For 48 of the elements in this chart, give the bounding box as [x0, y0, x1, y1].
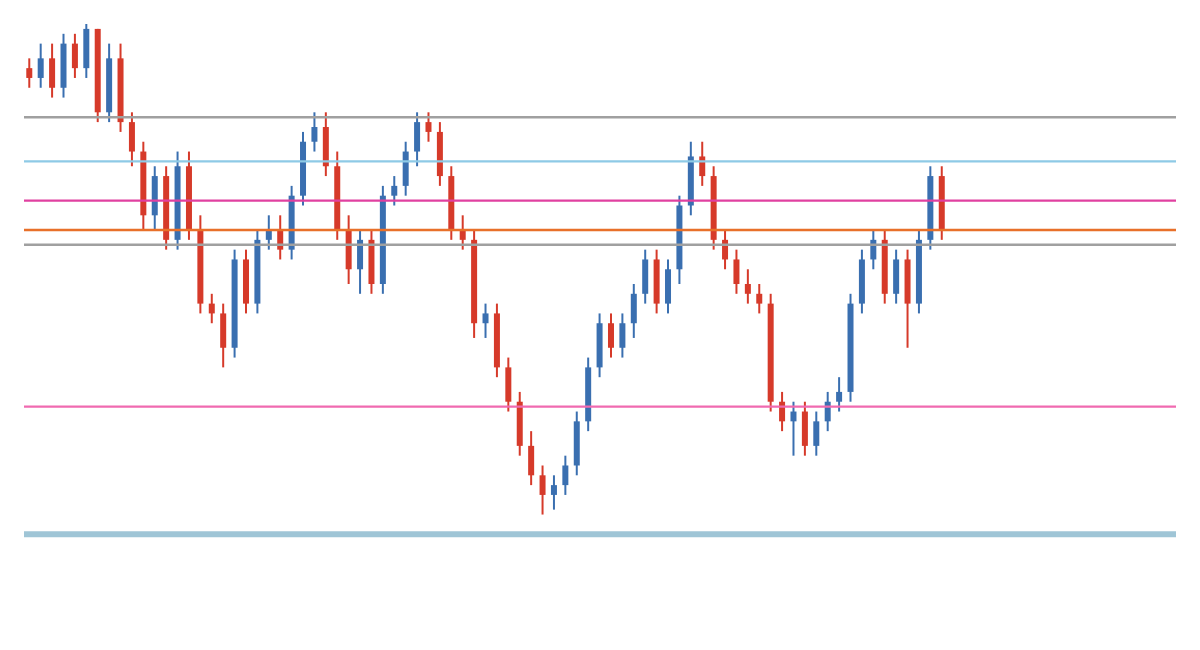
candlestick — [596, 312, 603, 379]
candlestick — [83, 24, 90, 79]
candlestick — [893, 248, 900, 305]
candlestick — [425, 111, 432, 143]
candlestick — [220, 302, 227, 369]
candlestick — [71, 32, 78, 79]
candlestick — [528, 430, 535, 487]
candlestick — [904, 248, 911, 349]
candlestick — [756, 282, 763, 315]
candlestick — [311, 111, 318, 153]
candlestick — [665, 258, 672, 315]
candlestick — [482, 302, 489, 339]
candlestick — [744, 268, 751, 305]
candlestick — [60, 32, 67, 99]
candlestick — [151, 165, 158, 232]
candlestick — [790, 400, 797, 457]
candlestick — [801, 400, 808, 457]
candlestick — [37, 42, 44, 89]
candlestick — [414, 111, 421, 168]
candlestick — [550, 474, 557, 511]
candlestick — [653, 248, 660, 315]
candlestick — [436, 121, 443, 187]
candlestick — [128, 111, 135, 168]
candlestick — [505, 356, 512, 413]
candlestick — [573, 410, 580, 477]
candlestick — [562, 454, 569, 496]
candlestick — [242, 248, 249, 315]
candlestick — [836, 376, 843, 413]
candlestick — [459, 214, 466, 251]
candlestick — [265, 214, 272, 251]
candlestick — [516, 390, 523, 457]
candlestick — [322, 111, 329, 178]
candlestick — [607, 312, 614, 359]
candlestick — [208, 292, 215, 325]
candlestick — [357, 229, 364, 295]
candlestick — [619, 312, 626, 359]
candlestick — [858, 248, 865, 315]
candlestick — [26, 57, 33, 89]
candlestick — [402, 140, 409, 197]
candlestick — [368, 229, 375, 295]
candlestick — [539, 464, 546, 516]
candlestick — [733, 248, 740, 295]
candlestick — [345, 214, 352, 285]
candlestick — [642, 248, 649, 305]
candlestick — [813, 410, 820, 457]
candlestick — [391, 175, 398, 207]
candlestick — [630, 282, 637, 339]
candlestick — [49, 42, 56, 99]
